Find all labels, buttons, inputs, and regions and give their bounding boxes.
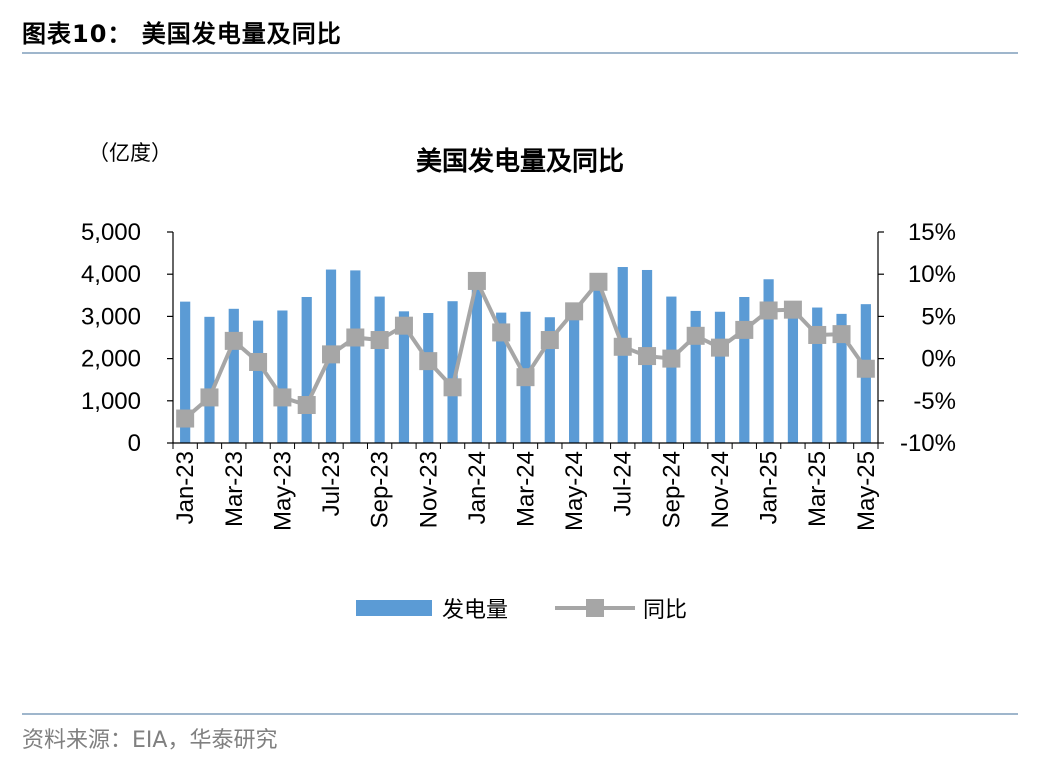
left-axis-unit-label: （亿度） [88, 141, 172, 165]
bar [666, 296, 677, 443]
yoy-marker [394, 316, 413, 335]
x-axis-tick-label: May-24 [561, 451, 588, 531]
yoy-marker [759, 301, 778, 320]
bar [714, 311, 726, 443]
bar [277, 310, 288, 443]
x-axis-tick-label: Jan-23 [172, 451, 199, 524]
yoy-marker [516, 368, 535, 387]
yoy-marker [638, 347, 657, 366]
legend-swatch-bar [356, 600, 432, 616]
x-axis-tick-label: Jan-24 [464, 451, 491, 524]
right-axis-tick-label: 10% [908, 261, 956, 288]
right-axis-tick-label: 15% [908, 219, 956, 246]
yoy-marker [370, 331, 389, 350]
yoy-marker [710, 338, 729, 357]
x-axis-tick-label: May-25 [853, 451, 880, 531]
figure-title: 图表10： 美国发电量及同比 [22, 20, 342, 48]
x-axis-tick-label: May-23 [269, 451, 296, 531]
bar [180, 301, 191, 443]
bar [569, 305, 580, 443]
top-divider [22, 52, 1018, 54]
x-axis-tick-label: Mar-23 [221, 451, 248, 527]
yoy-marker [832, 325, 851, 344]
right-axis-tick-label: 0% [921, 346, 956, 373]
x-axis-tick-label: Nov-24 [707, 451, 734, 528]
yoy-marker [443, 378, 462, 397]
right-axis-tick-label: 5% [921, 303, 956, 330]
yoy-marker [808, 325, 827, 344]
right-axis-tick-label: -10% [900, 430, 956, 457]
bar [423, 313, 434, 443]
yoy-marker [492, 323, 511, 342]
bar [593, 281, 604, 443]
legend-swatch-marker [586, 599, 604, 617]
bottom-divider [22, 713, 1018, 715]
x-axis-tick-label: Jul-23 [318, 451, 345, 516]
left-axis-tick-label: 1,000 [81, 388, 141, 415]
bar [301, 296, 312, 443]
x-axis-tick-label: Nov-23 [415, 451, 442, 528]
x-axis-tick-label: Jul-24 [610, 451, 637, 516]
legend-label-line: 同比 [643, 598, 687, 623]
bar [350, 270, 361, 443]
yoy-marker [322, 345, 341, 364]
yoy-marker [783, 300, 802, 319]
left-axis-tick-label: 4,000 [81, 261, 141, 288]
yoy-marker [273, 388, 292, 407]
yoy-marker [249, 352, 268, 371]
left-axis-tick-label: 3,000 [81, 303, 141, 330]
x-axis-tick-label: Sep-24 [658, 451, 685, 528]
chart-title: 美国发电量及同比 [416, 146, 624, 177]
bar [204, 316, 215, 443]
x-axis-tick-label: Mar-25 [804, 451, 831, 527]
left-axis-tick-label: 2,000 [81, 346, 141, 373]
yoy-marker [467, 271, 486, 290]
bar [787, 302, 799, 443]
bar [739, 296, 750, 443]
bar [763, 279, 774, 443]
yoy-marker [297, 396, 316, 415]
yoy-marker [419, 352, 438, 371]
yoy-marker [176, 409, 195, 428]
yoy-marker [565, 302, 584, 321]
bar [374, 296, 385, 443]
yoy-marker [686, 326, 705, 345]
bar [690, 310, 701, 443]
x-axis-tick-label: Sep-23 [367, 451, 394, 528]
left-axis-tick-label: 5,000 [81, 219, 141, 246]
yoy-marker [224, 331, 243, 350]
left-axis-tick-label: 0 [128, 430, 141, 457]
bar [447, 301, 458, 443]
bar [496, 312, 507, 443]
bar [228, 308, 239, 443]
yoy-marker [662, 349, 681, 368]
x-axis-tick-label: Mar-24 [513, 451, 540, 527]
bar [398, 311, 410, 443]
bar [471, 279, 482, 443]
yoy-marker [589, 272, 608, 291]
yoy-marker [856, 359, 875, 378]
yoy-marker [613, 337, 632, 356]
bar [252, 320, 264, 443]
yoy-marker [200, 388, 219, 407]
source-note: 资料来源：EIA，华泰研究 [22, 728, 278, 753]
bar [836, 313, 847, 443]
yoy-marker [346, 328, 365, 347]
x-axis-tick-label: Jan-25 [756, 451, 783, 524]
bar [812, 307, 823, 443]
yoy-marker [735, 320, 754, 339]
yoy-marker [540, 331, 559, 350]
right-axis-tick-label: -5% [913, 388, 956, 415]
legend-label-bar: 发电量 [442, 598, 508, 623]
bar [544, 317, 555, 443]
